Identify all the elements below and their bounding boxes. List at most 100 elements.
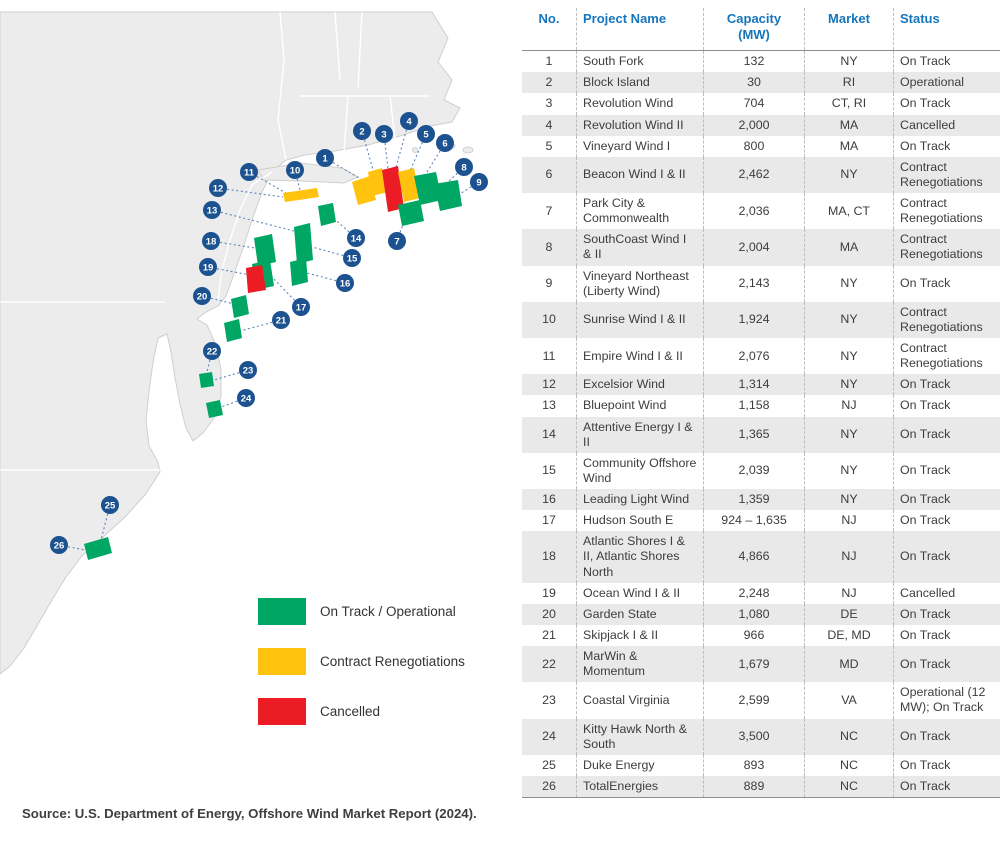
map-marker-19 xyxy=(199,258,217,276)
cell-no: 2 xyxy=(522,72,577,94)
table-row: 9 Vineyard Northeast (Liberty Wind) 2,143 N… xyxy=(522,265,1000,302)
cell-name: Excelsior Wind xyxy=(576,374,704,396)
legend-label: Cancelled xyxy=(320,704,381,719)
table-row: 13 Bluepoint Wind 1,158 NJ On Track xyxy=(522,395,1000,417)
table-row: 21 Skipjack I & II 966 DE, MD On Track xyxy=(522,624,1000,647)
cell-market: NY xyxy=(804,265,894,302)
map-marker-label: 22 xyxy=(207,347,218,358)
map-marker-5 xyxy=(417,125,435,143)
table-row: 10 Sunrise Wind I & II 1,924 NY Contract Ren… xyxy=(522,301,1000,339)
cell-capacity: 1,359 xyxy=(703,489,805,511)
legend-swatch-red xyxy=(258,698,306,725)
cell-status: On Track xyxy=(893,265,1000,302)
cell-market: NY xyxy=(804,489,894,511)
cell-name: Revolution Wind II xyxy=(576,114,704,136)
table-row: 8 SouthCoast Wind I & II 2,004 MA Contract R… xyxy=(522,229,1000,266)
legend-item-renegotiations: Contract Renegotiations xyxy=(258,648,465,675)
cell-name: Coastal Virginia xyxy=(576,682,704,719)
cell-capacity: 2,599 xyxy=(703,682,805,719)
map-marker-label: 7 xyxy=(394,237,399,248)
cell-market: NY xyxy=(804,50,894,73)
lease-area xyxy=(231,295,249,318)
cell-no: 5 xyxy=(545,138,553,153)
cell-status: Contract Renegotiations xyxy=(893,301,1000,339)
cell-no: 11 xyxy=(542,348,556,363)
cell-market: NY xyxy=(804,301,894,339)
map-marker-8 xyxy=(455,158,473,176)
header-no: No. xyxy=(522,8,577,52)
map-marker-label: 8 xyxy=(461,163,466,174)
legend-label: On Track / Operational xyxy=(320,604,456,619)
source-citation: Source: U.S. Department of Energy, Offsh… xyxy=(22,806,477,821)
cell-name: MarWin & Momentum xyxy=(576,646,704,683)
cell-status: Contract Renegotiations xyxy=(893,229,1000,266)
header-name: Project Name xyxy=(576,8,704,52)
map-marker-label: 13 xyxy=(207,206,218,217)
cell-market: MA xyxy=(804,229,894,266)
table-row: 11 Empire Wind I & II 2,076 NY Contract Rene… xyxy=(522,338,1000,375)
lease-area xyxy=(398,200,424,226)
cell-status: On Track xyxy=(893,754,1000,776)
cell-capacity: 2,248 xyxy=(703,582,805,604)
cell-status: On Track xyxy=(893,135,1000,157)
table-row: 7 Park City & Commonwealth 2,036 MA, CT Cont… xyxy=(522,193,1000,230)
cell-capacity: 1,679 xyxy=(703,646,805,683)
cell-capacity: 2,004 xyxy=(703,229,805,266)
cell-capacity: 1,158 xyxy=(703,395,805,417)
cell-capacity: 4,866 xyxy=(703,531,805,583)
map-marker-label: 3 xyxy=(381,130,386,141)
map-marker-20 xyxy=(193,287,211,305)
cell-status: On Track xyxy=(893,416,1000,453)
cell-capacity: 2,143 xyxy=(703,265,805,302)
map-marker-9 xyxy=(470,173,488,191)
project-table: No. Project Name Capacity (MW) Market St… xyxy=(522,8,1000,799)
cell-capacity: 893 xyxy=(703,754,805,776)
cell-name: Attentive Energy I & II xyxy=(576,416,704,453)
map-marker-6 xyxy=(436,134,454,152)
map-marker-14 xyxy=(347,229,365,247)
cell-capacity: 1,314 xyxy=(703,374,805,396)
table-row: 4 Revolution Wind II 2,000 MA Cancelled xyxy=(522,114,1000,136)
cell-market: MA xyxy=(804,135,894,157)
header-status: Status xyxy=(893,8,1000,52)
cell-name: South Fork xyxy=(576,50,704,73)
lease-areas xyxy=(84,166,462,560)
cell-no: 4 xyxy=(522,114,577,136)
lease-area xyxy=(224,319,242,342)
map-marker-label: 24 xyxy=(241,394,252,405)
map-marker-label: 1 xyxy=(322,154,328,165)
cell-status: On Track xyxy=(893,531,1000,583)
state-borders xyxy=(0,11,430,471)
table-row: 14 Attentive Energy I & II 1,365 NY On Track xyxy=(522,416,1000,453)
map-marker-label: 25 xyxy=(105,501,116,512)
map-marker-23 xyxy=(239,361,257,379)
cell-name: Atlantic Shores I & II, Atlantic Shores … xyxy=(576,531,704,583)
cell-status: On Track xyxy=(893,775,1000,799)
cell-market: NJ xyxy=(804,510,894,532)
legend-item-cancelled: Cancelled xyxy=(258,698,465,725)
cell-market: CT, RI xyxy=(804,93,894,115)
table-row: 19 Ocean Wind I & II 2,248 NJ Cancelled xyxy=(522,582,1000,604)
map-marker-label: 10 xyxy=(290,166,301,177)
cell-capacity: 889 xyxy=(703,775,805,799)
cell-capacity: 1,080 xyxy=(703,603,805,625)
map-marker-1 xyxy=(316,149,334,167)
cell-market: NJ xyxy=(804,531,894,583)
cell-no: 8 xyxy=(522,229,577,266)
legend-item-on-track: On Track / Operational xyxy=(258,598,465,625)
lease-area xyxy=(290,258,308,286)
cell-name: SouthCoast Wind I & II xyxy=(576,229,704,266)
cell-capacity: 924 – 1,635 xyxy=(703,510,805,532)
lease-area xyxy=(246,265,266,293)
cell-no: 17 xyxy=(542,513,556,528)
cell-name: Vineyard Wind I xyxy=(576,135,704,157)
map-marker-24 xyxy=(237,389,255,407)
cell-name: Skipjack I & II xyxy=(576,624,704,647)
table-row: 6 Beacon Wind I & II 2,462 NY Contract Reneg… xyxy=(522,156,1000,194)
map-marker-label: 17 xyxy=(296,303,307,314)
cell-market: MA, CT xyxy=(804,193,894,230)
map-marker-label: 14 xyxy=(351,234,362,245)
cell-capacity: 2,462 xyxy=(703,156,805,194)
cell-no: 16 xyxy=(522,489,577,511)
